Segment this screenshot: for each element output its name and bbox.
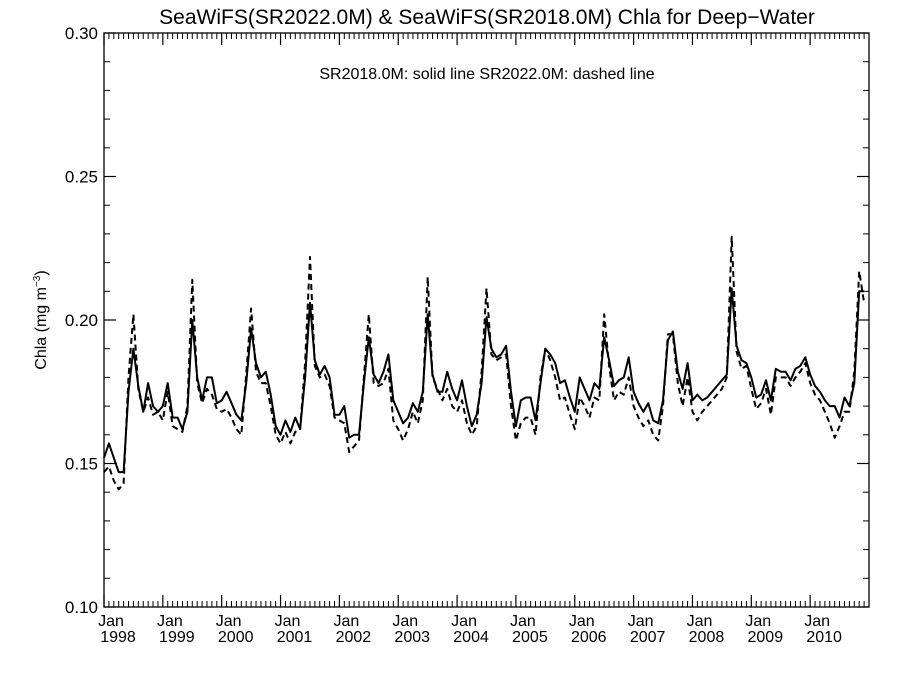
x-tick-year-label: 2004 <box>453 629 489 646</box>
x-tick-year-label: 2000 <box>218 629 254 646</box>
y-tick-label: 0.10 <box>65 598 98 617</box>
x-tick-month-label: Jan <box>628 613 654 630</box>
plot-frame <box>103 32 870 608</box>
x-tick-month-label: Jan <box>98 613 124 630</box>
x-tick-year-label: 2006 <box>571 629 607 646</box>
x-tick-year-label: 2001 <box>277 629 313 646</box>
y-tick-label: 0.15 <box>65 455 98 474</box>
x-tick-month-label: Jan <box>687 613 713 630</box>
y-axis-label-close: ) <box>33 270 50 275</box>
series-line-sr2018-0m <box>103 287 865 474</box>
y-axis-label-superscript: −3 <box>32 275 43 287</box>
x-tick-month-label: Jan <box>510 613 536 630</box>
x-tick-year-label: 2010 <box>806 629 842 646</box>
x-tick-year-label: 2005 <box>512 629 548 646</box>
series-annotation: SR2018.0M: solid line SR2022.0M: dashed … <box>319 66 654 83</box>
x-tick-year-label: 1999 <box>159 629 195 646</box>
x-tick-month-label: Jan <box>804 613 830 630</box>
x-tick-month-label: Jan <box>157 613 183 630</box>
x-tick-month-label: Jan <box>216 613 242 630</box>
y-tick-label: 0.20 <box>65 311 98 330</box>
y-axis-label: Chla (mg m−3) <box>32 270 50 369</box>
x-tick-year-label: 2003 <box>394 629 430 646</box>
x-tick-year-label: 2007 <box>630 629 666 646</box>
chart-title: SeaWiFS(SR2022.0M) & SeaWiFS(SR2018.0M) … <box>159 6 815 29</box>
x-tick-month-label: Jan <box>451 613 477 630</box>
series-line-sr2022-0m <box>103 235 866 491</box>
x-tick-year-label: 2002 <box>336 629 372 646</box>
data-series <box>103 235 866 491</box>
x-tick-month-label: Jan <box>392 613 418 630</box>
x-tick-month-label: Jan <box>745 613 771 630</box>
x-tick-month-label: Jan <box>333 613 359 630</box>
x-tick-year-label: 2009 <box>748 629 784 646</box>
axis-ticks: 0.100.150.200.250.30Jan1998Jan1999Jan200… <box>65 24 869 646</box>
y-axis-label-main: Chla (mg m <box>33 287 50 370</box>
y-tick-label: 0.30 <box>65 24 98 43</box>
x-tick-year-label: 1998 <box>100 629 136 646</box>
x-tick-month-label: Jan <box>569 613 595 630</box>
x-tick-year-label: 2008 <box>689 629 725 646</box>
y-tick-label: 0.25 <box>65 168 98 187</box>
x-tick-month-label: Jan <box>275 613 301 630</box>
